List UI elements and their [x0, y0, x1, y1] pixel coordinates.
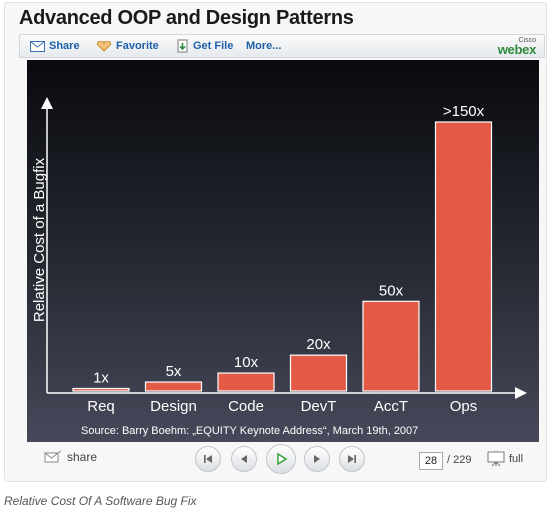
- previous-icon: [238, 453, 250, 465]
- envelope-icon: [30, 41, 45, 52]
- webex-logo: Cisco webex: [498, 36, 536, 54]
- embed-frame: Advanced OOP and Design Patterns Share F…: [4, 2, 547, 482]
- bar-value-label: 1x: [93, 370, 109, 387]
- favorite-label: Favorite: [116, 40, 159, 52]
- category-label: Code: [228, 398, 264, 415]
- bar-ops: [436, 122, 492, 391]
- bar-value-label: >150x: [443, 103, 485, 120]
- category-label: Ops: [450, 398, 478, 415]
- more-label: More...: [246, 40, 281, 52]
- first-slide-button[interactable]: [195, 446, 221, 472]
- category-label: Req: [87, 398, 115, 415]
- page-number-input[interactable]: [419, 452, 443, 470]
- get-file-label: Get File: [193, 40, 233, 52]
- page-total: / 229: [447, 454, 471, 466]
- category-label: Design: [150, 398, 197, 415]
- brand-big: webex: [498, 45, 536, 54]
- share-envelope-icon: [44, 450, 62, 464]
- bar-value-label: 10x: [234, 354, 259, 371]
- last-slide-button[interactable]: [339, 446, 365, 472]
- toolbar: Share Favorite Get File More... Cisco we…: [19, 34, 545, 58]
- favorite-button[interactable]: Favorite: [96, 38, 159, 54]
- previous-slide-button[interactable]: [231, 446, 257, 472]
- more-button[interactable]: More...: [246, 38, 281, 54]
- bar-value-label: 50x: [379, 282, 404, 299]
- y-axis-label: Relative Cost of a Bugfix: [31, 157, 48, 322]
- chart-source: Source: Barry Boehm: „EQUITY Keynote Add…: [81, 425, 418, 437]
- projector-screen-icon: [487, 451, 505, 467]
- bar-req: [73, 389, 129, 392]
- fullscreen-label: full: [509, 453, 523, 465]
- heart-icon: [96, 41, 112, 52]
- download-icon: [177, 39, 189, 53]
- share-link-label: share: [67, 450, 97, 464]
- play-button[interactable]: [266, 444, 296, 474]
- bar-code: [218, 373, 274, 391]
- bar-design: [146, 382, 202, 391]
- playback-controls: share / 229 full: [19, 446, 543, 474]
- skip-first-icon: [202, 453, 214, 465]
- skip-last-icon: [346, 453, 358, 465]
- share-label: Share: [49, 40, 80, 52]
- fullscreen-button[interactable]: full: [487, 451, 523, 467]
- bar-devt: [291, 355, 347, 391]
- bar-acct: [363, 301, 419, 391]
- bug-cost-chart: Relative Cost of a Bugfix 1x Req 5x Design 1…: [27, 60, 539, 442]
- share-link[interactable]: share: [44, 450, 97, 464]
- next-icon: [311, 453, 323, 465]
- slide-viewer: Relative Cost of a Bugfix 1x Req 5x Design 1…: [27, 60, 539, 442]
- bar-value-label: 5x: [166, 363, 182, 380]
- category-label: AccT: [374, 398, 408, 415]
- get-file-button[interactable]: Get File: [177, 38, 233, 54]
- next-slide-button[interactable]: [304, 446, 330, 472]
- play-icon: [274, 452, 288, 466]
- presentation-title: Advanced OOP and Design Patterns: [19, 7, 354, 30]
- category-label: DevT: [301, 398, 337, 415]
- image-caption: Relative Cost Of A Software Bug Fix: [4, 494, 197, 508]
- bar-value-label: 20x: [306, 336, 331, 353]
- share-button[interactable]: Share: [30, 38, 80, 54]
